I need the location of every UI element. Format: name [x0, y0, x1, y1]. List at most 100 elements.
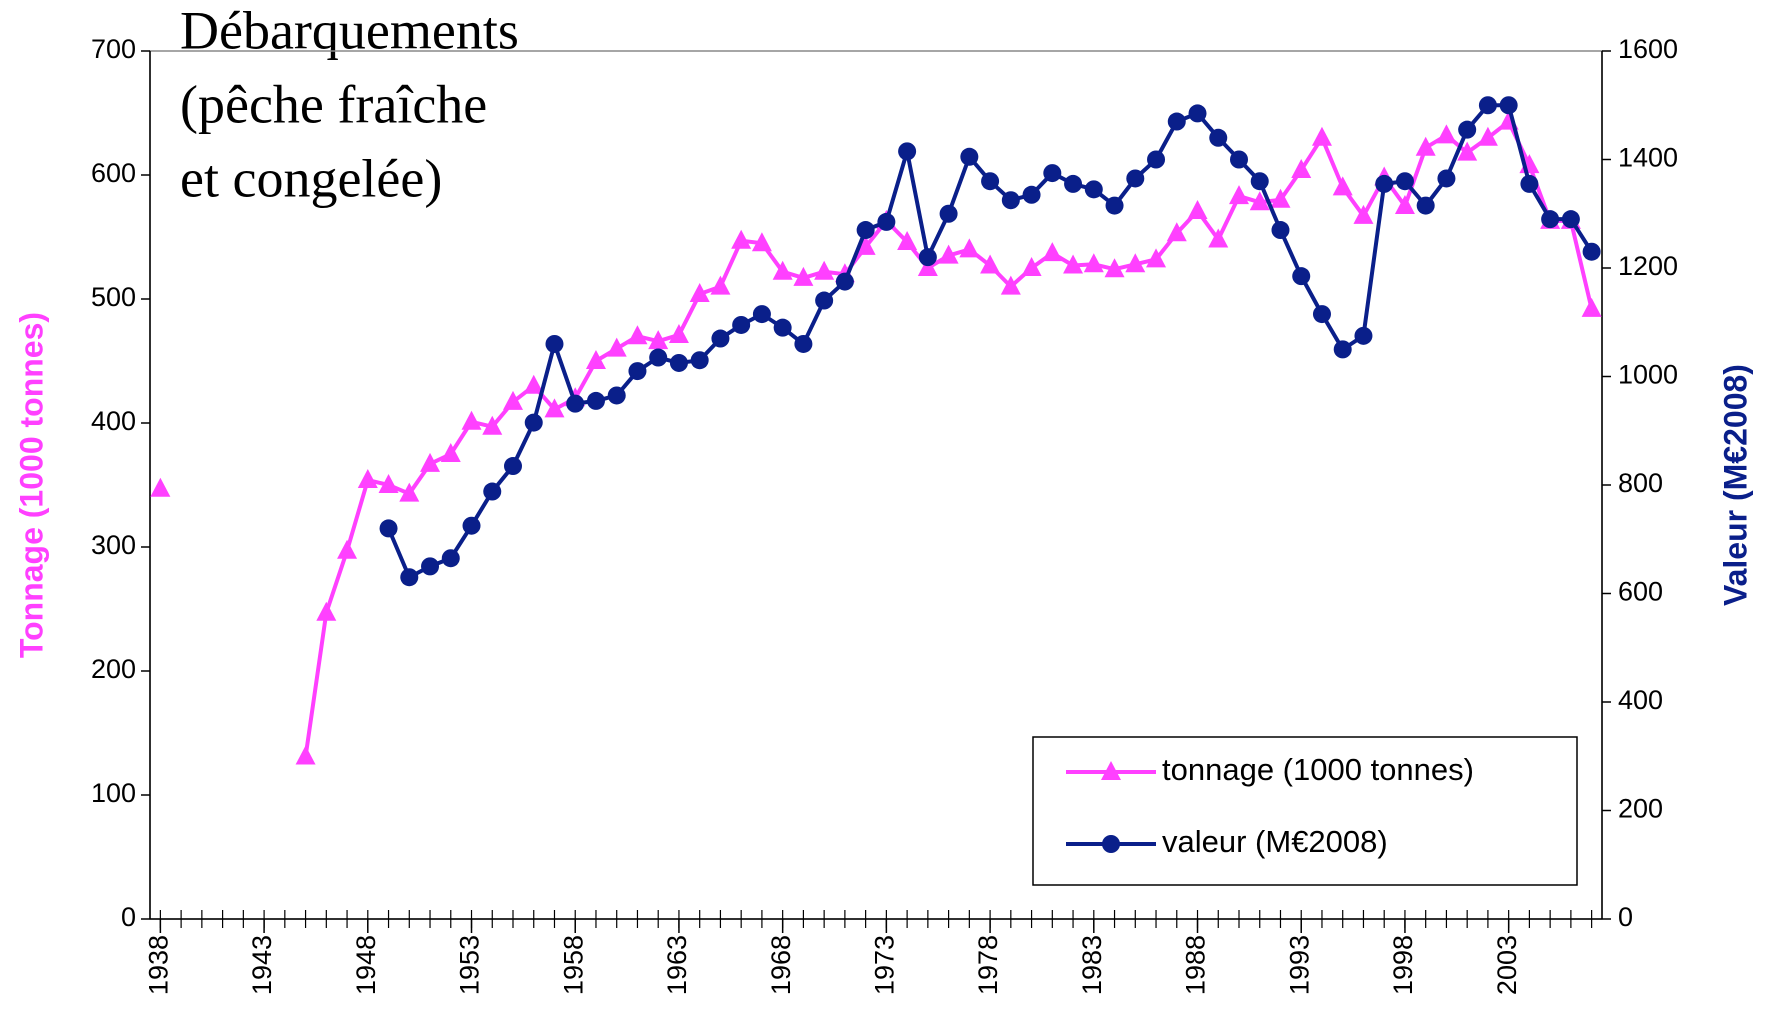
data-point [441, 549, 460, 568]
data-point [959, 238, 980, 258]
data-point [918, 248, 937, 267]
data-point [1354, 326, 1373, 345]
data-point [751, 232, 772, 252]
data-point [1043, 164, 1062, 183]
data-point [1270, 188, 1291, 208]
data-point [440, 443, 461, 462]
data-point [337, 539, 358, 559]
data-point [566, 394, 585, 413]
x-tick-label: 1983 [1077, 935, 1107, 995]
data-point [462, 516, 481, 535]
y-tick-label: 600 [91, 158, 136, 188]
data-point [773, 318, 792, 337]
data-point [835, 272, 854, 291]
data-point [1436, 124, 1457, 144]
data-point [1229, 185, 1249, 205]
data-point [1271, 221, 1290, 240]
y2-tick-label: 800 [1618, 468, 1663, 498]
data-point [1457, 141, 1478, 161]
x-tick-label: 1958 [558, 935, 588, 995]
data-point [1499, 96, 1518, 115]
data-point [461, 410, 482, 430]
data-point [1582, 242, 1601, 261]
data-point [669, 353, 688, 372]
x-tick-label: 1973 [869, 935, 899, 995]
data-point [1146, 248, 1167, 268]
data-point [585, 350, 606, 369]
data-point [378, 474, 399, 493]
data-point [1001, 191, 1020, 210]
data-point [917, 257, 938, 276]
data-point [1188, 104, 1207, 123]
y-tick-label: 500 [91, 282, 136, 312]
data-point [1208, 228, 1229, 248]
data-point [1477, 126, 1498, 146]
data-point [710, 275, 731, 295]
data-point [379, 519, 398, 538]
data-point [627, 325, 648, 345]
data-point [1166, 222, 1187, 242]
y2-tick-label: 0 [1618, 902, 1633, 932]
data-point [483, 482, 502, 501]
data-point [814, 260, 835, 280]
x-tick-label: 1938 [143, 935, 173, 995]
data-point [731, 229, 752, 249]
data-point [1125, 253, 1146, 273]
data-point [856, 221, 875, 240]
data-point [504, 457, 522, 476]
data-point [421, 557, 440, 576]
data-point [420, 452, 441, 472]
data-point [689, 283, 710, 303]
y-tick-label: 0 [121, 902, 136, 932]
data-point [815, 291, 834, 310]
data-point [1312, 305, 1331, 324]
y2-tick-label: 200 [1618, 794, 1663, 824]
data-point [690, 351, 709, 370]
data-point [400, 568, 419, 587]
data-point [1167, 112, 1186, 131]
data-point [482, 415, 503, 435]
x-tick-label: 1968 [766, 935, 796, 995]
data-point [1541, 210, 1560, 229]
chart-title: (pêche fraîche [180, 74, 487, 134]
data-point [150, 477, 171, 497]
data-point [1000, 275, 1021, 295]
data-point [1126, 169, 1145, 188]
y-tick-label: 200 [91, 654, 136, 684]
data-point [793, 266, 814, 286]
data-point [1520, 174, 1539, 193]
data-point [523, 374, 544, 394]
y-axis-label: Tonnage (1000 tonnes) [13, 312, 49, 658]
data-point [503, 390, 523, 410]
data-point [316, 601, 337, 621]
x-tick-label: 1943 [247, 935, 277, 995]
data-point [1416, 196, 1435, 215]
data-point [1063, 254, 1084, 274]
data-point [1042, 242, 1063, 262]
data-point [1250, 172, 1269, 191]
y-tick-label: 100 [91, 778, 136, 808]
data-point [960, 147, 979, 166]
y2-tick-label: 1600 [1618, 34, 1678, 64]
data-point [295, 745, 316, 765]
data-point [1064, 174, 1083, 193]
data-point [606, 337, 627, 357]
data-point [628, 362, 647, 381]
data-point [711, 329, 730, 348]
x-tick-label: 1948 [351, 935, 381, 995]
x-tick-label: 2003 [1492, 935, 1522, 995]
data-point [586, 391, 605, 410]
y2-tick-label: 400 [1618, 685, 1663, 715]
y2-tick-label: 1000 [1618, 360, 1678, 390]
data-point [1209, 128, 1228, 147]
chart-title: et congelée) [180, 148, 442, 208]
data-point [544, 398, 565, 418]
data-point [1105, 196, 1124, 215]
data-point [1083, 253, 1104, 273]
legend-label: valeur (M€2008) [1162, 824, 1388, 859]
data-point [545, 334, 564, 353]
legend-box [1032, 736, 1578, 886]
data-point [897, 230, 918, 250]
data-point [772, 260, 793, 280]
